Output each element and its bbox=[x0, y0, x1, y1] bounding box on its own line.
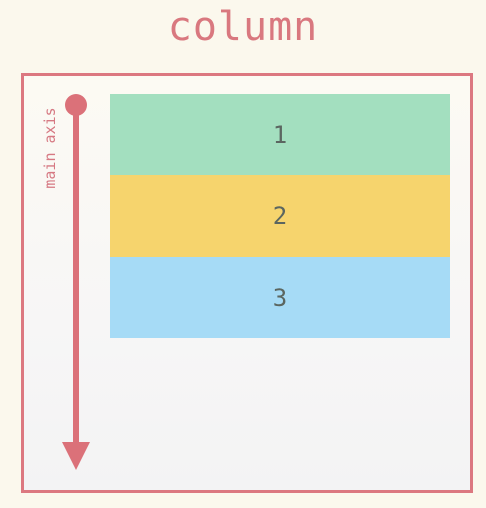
main-axis-line bbox=[73, 104, 79, 446]
flex-item-1: 1 bbox=[110, 94, 450, 175]
main-axis-start-dot bbox=[65, 94, 87, 116]
main-axis-arrowhead bbox=[62, 442, 90, 470]
flex-item-1-label: 1 bbox=[272, 120, 288, 149]
flex-item-3: 3 bbox=[110, 257, 450, 338]
flex-item-3-label: 3 bbox=[272, 283, 288, 312]
flex-item-2: 2 bbox=[110, 175, 450, 257]
flex-item-2-label: 2 bbox=[272, 202, 288, 230]
diagram-title: column bbox=[167, 4, 319, 50]
main-axis-label: main axis bbox=[41, 107, 59, 189]
